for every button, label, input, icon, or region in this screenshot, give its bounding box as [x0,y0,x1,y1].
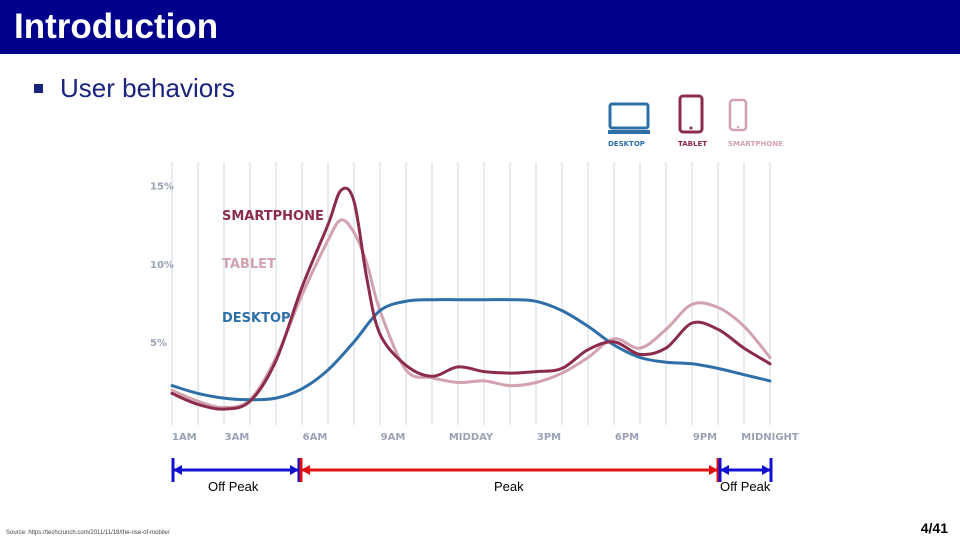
off-peak-right-label: Off Peak [720,479,771,494]
off-peak-left-arrow [171,458,301,482]
off-peak-left-label: Off Peak [208,479,259,494]
legend-desktop: DESKTOP [222,311,291,326]
title-bar: Introduction [0,0,960,54]
x-tick-label: MIDNIGHT [741,432,799,443]
x-tick-label: MIDDAY [449,432,494,443]
source-citation: Source: https://techcrunch.com/2011/11/1… [6,530,170,536]
smartphone-series-line [170,186,772,411]
smartphone-icon [728,98,748,132]
smartphone-icon-button [736,125,740,129]
bullet-text: User behaviors [60,72,235,103]
square-bullet-icon [34,83,43,93]
usage-chart: 15% 10% 5% 1AM 3AM 6AM 9AM MIDDAY 3PM 6PM 9PM MIDN… [150,94,799,482]
y-tick-label: 15% [150,182,174,193]
peak-label: Peak [494,479,524,494]
gridlines [171,162,771,425]
legend-tablet: TABLET [222,257,276,272]
page-number: 4/41 [920,520,948,536]
tablet-icon [678,94,704,134]
y-tick-label: 5% [150,338,167,349]
desktop-label: DESKTOP [608,140,645,148]
tablet-label: TABLET [678,140,707,148]
y-tick-label: 10% [150,260,174,271]
peak-arrow [299,458,720,482]
x-tick-label: 6PM [615,432,639,443]
y-axis-labels: 15% 10% 5% [150,182,174,349]
legend-smartphone: SMARTPHONE [222,209,324,224]
x-tick-label: 3AM [225,432,250,443]
period-arrows [171,458,773,482]
off-peak-right-arrow [718,458,773,482]
series-lines [170,186,772,411]
desktop-icon-base [608,130,650,134]
tablet-device: TABLET [678,94,707,148]
x-tick-label: 9AM [381,432,406,443]
x-tick-label: 6AM [303,432,328,443]
bullet-item: User behaviors [34,72,235,104]
tablet-icon-button [689,126,693,130]
desktop-device: DESKTOP [608,102,650,148]
x-tick-label: 9PM [693,432,717,443]
x-axis-labels: 1AM 3AM 6AM 9AM MIDDAY 3PM 6PM 9PM MIDNIGHT [172,432,799,443]
desktop-series-line [170,298,772,402]
smartphone-device: SMARTPHONE [728,98,783,148]
x-tick-label: 1AM [172,432,197,443]
smartphone-label: SMARTPHONE [728,140,783,148]
x-tick-label: 3PM [537,432,561,443]
desktop-icon [608,102,650,130]
slide-title: Introduction [14,7,219,46]
